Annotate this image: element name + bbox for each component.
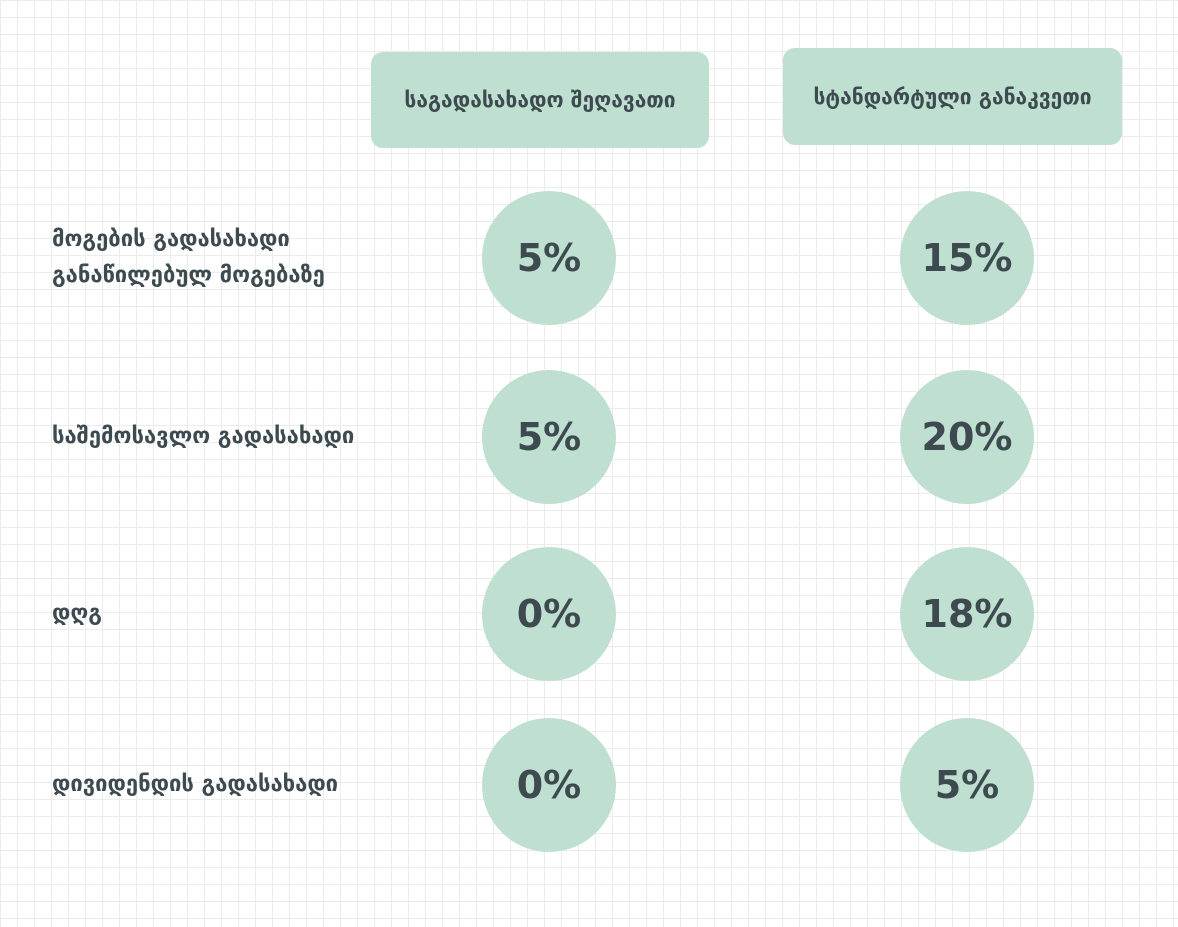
row-label: საშემოსავლო გადასახადი (52, 424, 355, 449)
value-cell: 0% (482, 547, 616, 681)
value-cell: 20% (900, 370, 1034, 504)
row-label: მოგების გადასახადი განაწილებულ მოგებაზე (52, 227, 325, 288)
value-cell: 5% (482, 191, 616, 325)
column-header: სტანდარტული განაკვეთი (783, 48, 1122, 145)
value-cell: 18% (900, 547, 1034, 681)
column-header: საგადასახადო შეღავათი (371, 52, 709, 148)
value-cell: 5% (900, 718, 1034, 852)
value-cell: 5% (482, 370, 616, 504)
row-label: დივიდენდის გადასახადი (52, 772, 339, 797)
row-label: დღგ (52, 601, 102, 626)
value-cell: 15% (900, 191, 1034, 325)
value-cell: 0% (482, 718, 616, 852)
